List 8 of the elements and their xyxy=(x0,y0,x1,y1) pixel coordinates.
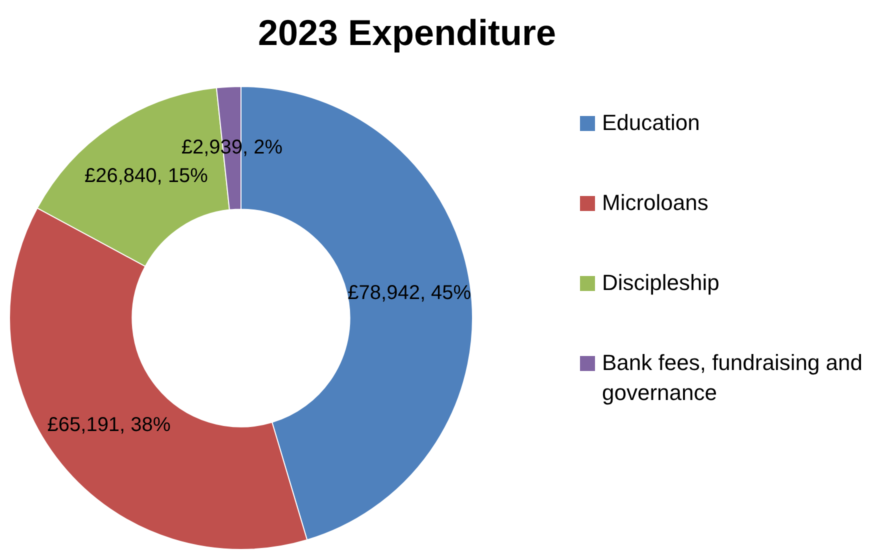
data-label: £78,942, 45% xyxy=(348,282,472,304)
data-label: £65,191, 38% xyxy=(47,414,171,436)
data-label: £26,840, 15% xyxy=(84,165,208,188)
legend-label: Education xyxy=(602,109,700,137)
chart-title: 2023 Expenditure xyxy=(256,12,558,54)
legend-label: Microloans xyxy=(602,189,708,217)
legend-label: Discipleship xyxy=(602,269,720,297)
legend-label: Bank fees, fundraising and governance xyxy=(602,349,864,407)
